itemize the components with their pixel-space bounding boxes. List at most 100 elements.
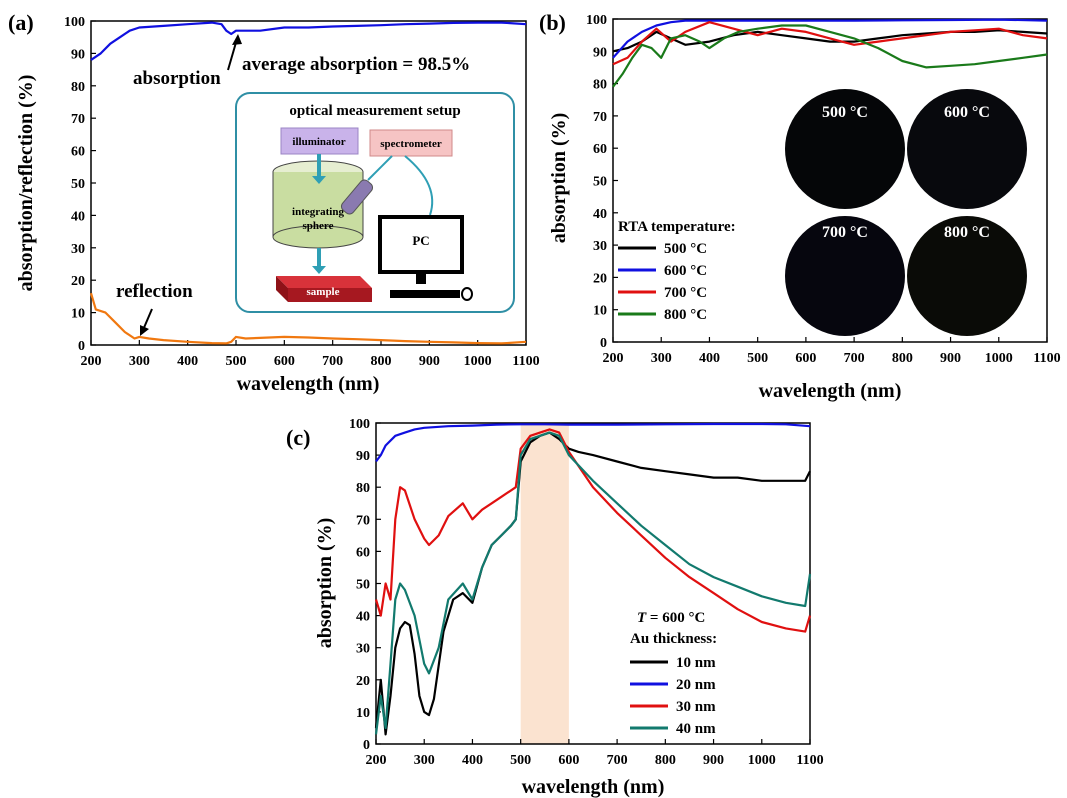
pc-stand — [416, 272, 426, 284]
x-tick-label: 800 — [655, 753, 676, 768]
x-tick-label: 300 — [651, 351, 672, 366]
reflection-arrowhead — [140, 325, 149, 336]
legend-label-20nm: 20 nm — [676, 677, 716, 693]
x-tick-label: 1100 — [1033, 351, 1060, 366]
y-tick-label: 20 — [356, 674, 370, 689]
y-tick-label: 50 — [593, 175, 607, 190]
y-tick-label: 30 — [593, 239, 607, 254]
x-tick-label: 700 — [844, 351, 865, 366]
series-line-40-nm — [374, 431, 812, 735]
average-absorption-annotation: average absorption = 98.5% — [242, 54, 470, 75]
fiber-probe — [340, 179, 374, 215]
pc-monitor — [378, 215, 464, 274]
panel-c-y-axis-label: absorption (%) — [314, 518, 336, 649]
panel-a-label: (a) — [8, 10, 34, 35]
panel-c: (c) 200 300 400 500 600 700 800 900 1000 11000102… — [286, 417, 824, 798]
x-tick-label: 200 — [603, 351, 624, 366]
panel-c-legend-title: T = 600 °C — [637, 610, 705, 626]
y-tick-label: 90 — [593, 45, 607, 60]
panel-a-y-axis-label: absorption/reflection (%) — [15, 75, 37, 292]
panel-c-x-axis-label: wavelength (nm) — [522, 776, 665, 798]
panel-b-legend: RTA temperature: 500 °C 600 °C 700 °C 80… — [618, 219, 736, 323]
x-tick-label: 1100 — [512, 354, 539, 369]
sample-front — [276, 276, 288, 302]
y-tick-label: 80 — [593, 78, 607, 93]
x-tick-label: 800 — [371, 354, 392, 369]
sphere-label: sphere — [303, 220, 334, 232]
panel-a: (a) 200 300 400 500 600 700 800 900 1000 1100 0 10 2… — [8, 10, 540, 395]
y-tick-label: 50 — [356, 578, 370, 593]
x-tick-label: 500 — [510, 753, 531, 768]
x-tick-label: 900 — [940, 351, 961, 366]
x-tick-label: 700 — [607, 753, 628, 768]
series-line-10-nm — [374, 431, 811, 736]
photo-label-700: 700 °C — [822, 224, 868, 241]
photo-label-500: 500 °C — [822, 104, 868, 121]
spectrometer-box — [369, 129, 453, 157]
panel-c-ticks: 200 300 400 500 600 700 800 900 1000 1100 0 10 20 30 4… — [349, 417, 824, 768]
y-tick-label: 70 — [593, 110, 607, 125]
panel-b: (b) 200 300 400 500 600 700 800 900 1000 11000102… — [539, 10, 1061, 402]
y-tick-label: 100 — [64, 15, 85, 30]
legend-label-600: 600 °C — [664, 263, 707, 279]
x-tick-label: 1000 — [985, 351, 1013, 366]
y-tick-label: 0 — [600, 336, 607, 351]
y-tick-label: 60 — [356, 545, 370, 560]
y-tick-label: 20 — [593, 271, 607, 286]
sample-label: sample — [307, 286, 340, 298]
absorption-annotation: absorption — [133, 68, 221, 89]
y-tick-label: 50 — [71, 177, 85, 192]
y-tick-label: 90 — [356, 449, 370, 464]
inset-title: optical measurement setup — [289, 103, 460, 119]
y-tick-label: 100 — [349, 417, 370, 432]
pc-cable — [404, 155, 434, 216]
y-tick-label: 40 — [593, 207, 607, 222]
series-line-absorption — [90, 21, 527, 61]
reflection-annotation: reflection — [116, 281, 193, 302]
panel-b-x-axis-label: wavelength (nm) — [759, 380, 902, 402]
y-tick-label: 80 — [356, 481, 370, 496]
x-tick-label: 800 — [892, 351, 913, 366]
y-tick-label: 70 — [356, 513, 370, 528]
panel-a-lines — [89, 21, 527, 345]
photo-800 — [907, 216, 1027, 336]
panel-c-legend: T = 600 °C Au thickness: 10 nm 20 nm 30 … — [630, 610, 717, 737]
legend-label-10nm: 10 nm — [676, 655, 716, 671]
y-tick-label: 30 — [356, 642, 370, 657]
photo-label-800: 800 °C — [944, 224, 990, 241]
photo-label-600: 600 °C — [944, 104, 990, 121]
y-tick-label: 10 — [71, 307, 85, 322]
y-tick-label: 70 — [71, 112, 85, 127]
x-tick-label: 300 — [129, 354, 150, 369]
panel-c-lines — [374, 422, 812, 736]
photo-600 — [907, 89, 1027, 209]
legend-label-30nm: 30 nm — [676, 699, 716, 715]
x-tick-label: 900 — [703, 753, 724, 768]
series-line-500-c — [612, 29, 1048, 53]
y-tick-label: 30 — [71, 242, 85, 257]
spectrometer-label: spectrometer — [380, 138, 442, 150]
series-line-30-nm — [374, 428, 812, 633]
sample-top — [276, 276, 372, 288]
legend-temperature-value: = 600 °C — [646, 610, 705, 626]
panel-c-legend-subtitle: Au thickness: — [630, 631, 717, 647]
panel-c-shaded-band — [520, 423, 569, 744]
series-line-600-c — [612, 18, 1048, 59]
pc-mouse — [461, 287, 473, 301]
x-tick-label: 1100 — [796, 753, 823, 768]
panel-a-x-axis-label: wavelength (nm) — [237, 373, 380, 395]
sample-side — [288, 288, 372, 302]
series-line-700-c — [612, 21, 1048, 66]
sample-photos: 500 °C 600 °C 700 °C 800 °C — [785, 89, 1027, 336]
photo-700 — [785, 216, 905, 336]
panel-c-label: (c) — [286, 425, 310, 450]
panel-b-y-axis-label: absorption (%) — [548, 113, 570, 244]
y-tick-label: 90 — [71, 47, 85, 62]
series-line-800-c — [612, 24, 1048, 88]
y-tick-label: 40 — [356, 610, 370, 625]
x-tick-label: 600 — [795, 351, 816, 366]
integrating-label: integrating — [292, 206, 344, 218]
x-tick-label: 400 — [177, 354, 198, 369]
illuminator-box — [280, 127, 359, 155]
